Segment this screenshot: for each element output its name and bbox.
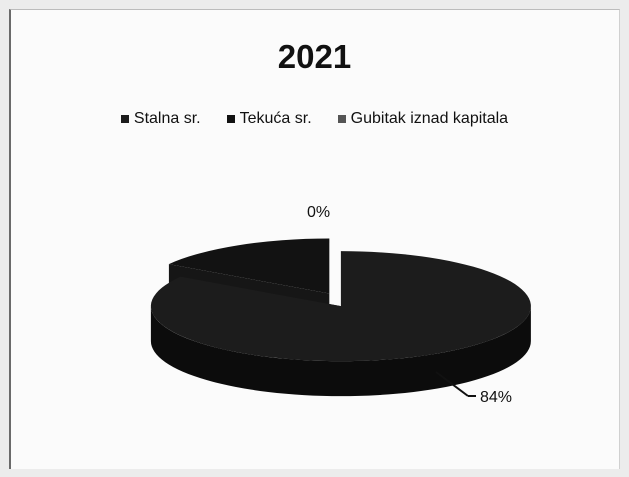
chart-title: 2021 [277, 38, 352, 75]
pie-group [150, 238, 531, 397]
legend-item-gubitak: Gubitak iznad kapitala [337, 110, 509, 128]
legend-label-gubitak: Gubitak iznad kapitala [350, 110, 509, 127]
legend: Stalna sr. Tekuća sr. Gubitak iznad kapi… [0, 110, 629, 128]
pie-slice-tekuca [168, 238, 330, 294]
pie-slice-stalna [150, 251, 531, 362]
data-label-gubitak: 0% [307, 204, 330, 221]
legend-swatch-tekuca [226, 115, 235, 123]
pie-side-stalna [150, 306, 531, 397]
legend-swatch-stalna [120, 115, 129, 123]
legend-swatch-gubitak [337, 115, 346, 123]
data-labels: 84% 0% [307, 204, 512, 406]
legend-label-tekuca: Tekuća sr. [239, 110, 312, 127]
leader-line-stalna [435, 371, 469, 397]
legend-item-tekuca: Tekuća sr. [226, 110, 312, 128]
legend-label-stalna: Stalna sr. [133, 110, 201, 127]
legend-item-stalna: Stalna sr. [120, 110, 201, 128]
data-label-stalna: 84% [480, 389, 512, 406]
